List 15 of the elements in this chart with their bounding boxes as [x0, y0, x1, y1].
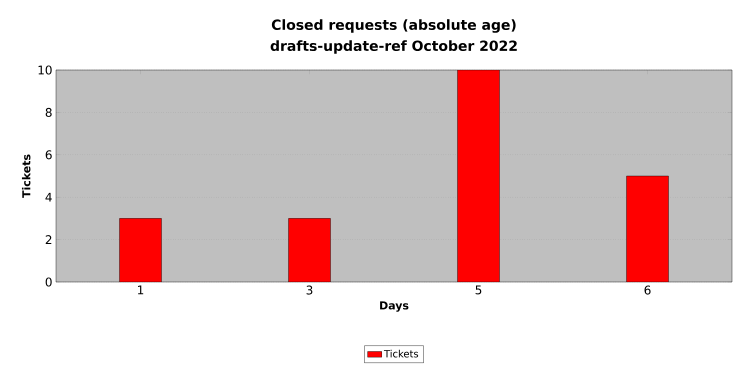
chart-title: Closed requests (absolute age) [272, 19, 516, 33]
y-tick-label: 2 [46, 235, 52, 244]
legend-label: Tickets [384, 350, 418, 358]
y-tick-label: 10 [38, 65, 52, 75]
chart-subtitle: drafts-update-ref October 2022 [270, 40, 517, 54]
x-tick-label: 5 [476, 286, 482, 294]
y-axis-title: Tickets [22, 154, 30, 198]
y-tick-label: 6 [46, 150, 52, 160]
y-tick-label: 4 [45, 192, 52, 202]
x-tick-label: 6 [644, 286, 651, 295]
y-tick-label: 0 [46, 277, 52, 287]
y-tick-label: 8 [46, 108, 52, 117]
x-tick-label: 3 [306, 286, 312, 295]
x-tick-label: 1 [138, 286, 144, 294]
x-axis-title: Days [380, 301, 408, 312]
